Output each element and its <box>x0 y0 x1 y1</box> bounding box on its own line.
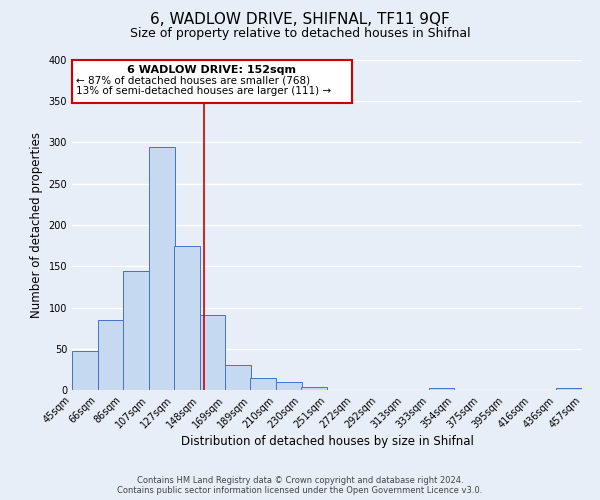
Y-axis label: Number of detached properties: Number of detached properties <box>30 132 43 318</box>
Bar <box>173 246 199 390</box>
Text: 6, WADLOW DRIVE, SHIFNAL, TF11 9QF: 6, WADLOW DRIVE, SHIFNAL, TF11 9QF <box>150 12 450 28</box>
Text: 13% of semi-detached houses are larger (111) →: 13% of semi-detached houses are larger (… <box>76 86 331 96</box>
Text: Contains HM Land Registry data © Crown copyright and database right 2024.: Contains HM Land Registry data © Crown c… <box>137 476 463 485</box>
Bar <box>301 386 327 390</box>
Text: 6 WADLOW DRIVE: 152sqm: 6 WADLOW DRIVE: 152sqm <box>127 65 296 75</box>
Bar <box>276 382 302 390</box>
Bar <box>556 388 582 390</box>
Bar <box>428 388 455 390</box>
Text: Contains public sector information licensed under the Open Government Licence v3: Contains public sector information licen… <box>118 486 482 495</box>
Bar <box>72 351 98 390</box>
Bar <box>250 378 276 390</box>
Bar <box>149 148 175 390</box>
Bar <box>226 365 251 390</box>
Text: ← 87% of detached houses are smaller (768): ← 87% of detached houses are smaller (76… <box>76 76 310 86</box>
Bar <box>199 315 226 390</box>
X-axis label: Distribution of detached houses by size in Shifnal: Distribution of detached houses by size … <box>181 436 473 448</box>
Bar <box>98 320 124 390</box>
Bar <box>123 271 149 390</box>
FancyBboxPatch shape <box>72 60 352 103</box>
Text: Size of property relative to detached houses in Shifnal: Size of property relative to detached ho… <box>130 28 470 40</box>
